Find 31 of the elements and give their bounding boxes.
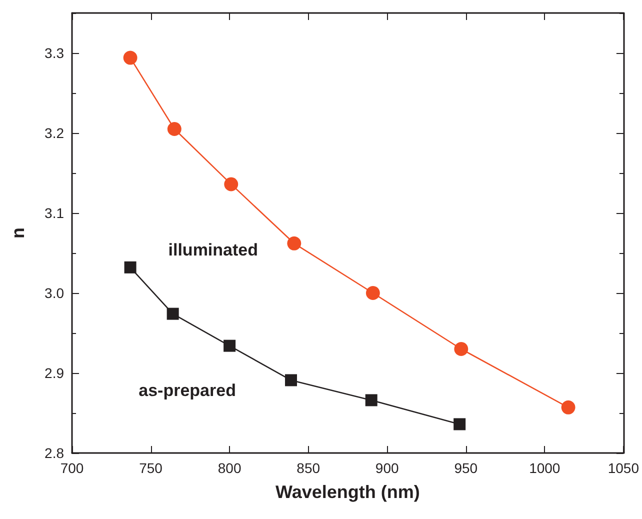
series-label: illuminated (168, 240, 258, 260)
point (454, 342, 468, 356)
point (123, 50, 138, 65)
point (366, 286, 380, 300)
series-label: as-prepared (138, 380, 236, 400)
y-tick-label: 3.3 (44, 45, 64, 61)
point (124, 261, 136, 274)
x-tick-label: 800 (218, 460, 242, 476)
x-tick-label: 1000 (529, 460, 560, 476)
x-tick-label: 850 (296, 460, 320, 476)
x-tick-label: 950 (454, 460, 478, 476)
point (454, 418, 466, 430)
y-axis-title: n (8, 228, 28, 238)
x-axis-title: Wavelength (nm) (276, 482, 420, 502)
y-tick-label: 3.2 (44, 125, 64, 141)
y-tick-label: 2.8 (44, 445, 64, 461)
point (284, 374, 297, 386)
y-tick-label: 3.0 (44, 285, 64, 301)
point (167, 122, 182, 136)
point (224, 177, 238, 192)
x-tick-label: 750 (139, 460, 163, 476)
y-tick-label: 3.1 (44, 205, 64, 221)
point (166, 308, 179, 320)
point (224, 340, 236, 352)
x-tick-label: 700 (60, 460, 84, 476)
y-tick-label: 2.9 (44, 365, 64, 381)
point (561, 400, 576, 414)
point (365, 394, 378, 406)
point (287, 236, 302, 250)
x-tick-label: 900 (375, 460, 399, 476)
x-tick-label: 1050 (608, 460, 640, 476)
